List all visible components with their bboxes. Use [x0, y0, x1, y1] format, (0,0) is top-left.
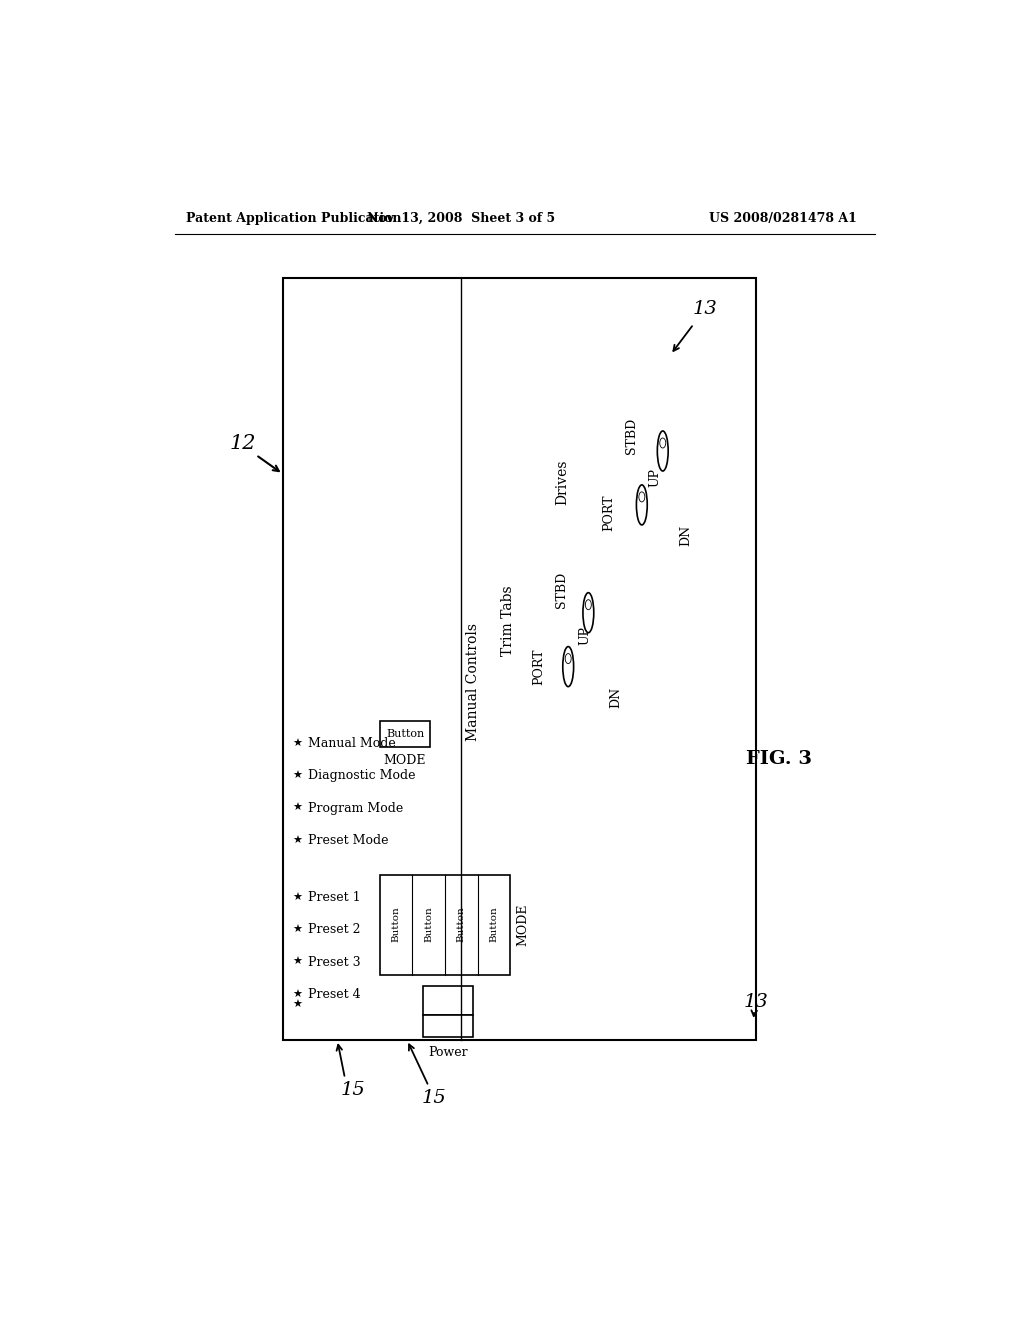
Text: US 2008/0281478 A1: US 2008/0281478 A1 — [710, 213, 857, 224]
Text: Nov. 13, 2008  Sheet 3 of 5: Nov. 13, 2008 Sheet 3 of 5 — [368, 213, 555, 224]
Text: ★: ★ — [292, 739, 302, 748]
Text: Preset 1: Preset 1 — [308, 891, 360, 904]
Text: Preset Mode: Preset Mode — [308, 834, 388, 847]
Text: 13: 13 — [693, 300, 718, 318]
Text: MODE: MODE — [516, 903, 529, 946]
Ellipse shape — [583, 593, 594, 632]
Text: Manual Controls: Manual Controls — [466, 623, 480, 741]
Ellipse shape — [636, 484, 647, 525]
Text: ★: ★ — [292, 836, 302, 846]
Text: Preset 2: Preset 2 — [308, 924, 360, 936]
Bar — [380, 721, 430, 747]
Text: Manual Mode: Manual Mode — [308, 737, 395, 750]
Text: MODE: MODE — [384, 754, 426, 767]
Bar — [423, 1015, 473, 1038]
Text: Preset 3: Preset 3 — [308, 956, 360, 969]
Text: Diagnostic Mode: Diagnostic Mode — [308, 770, 416, 783]
Text: ★: ★ — [292, 771, 302, 781]
Text: Preset 4: Preset 4 — [308, 989, 360, 1001]
Text: Trim Tabs: Trim Tabs — [501, 585, 515, 656]
Text: UP: UP — [648, 469, 662, 487]
Bar — [283, 277, 756, 1040]
Text: Program Mode: Program Mode — [308, 801, 403, 814]
Text: ★: ★ — [292, 925, 302, 935]
Text: 15: 15 — [340, 1081, 366, 1100]
Text: 15: 15 — [422, 1089, 446, 1106]
Bar — [380, 874, 510, 974]
Text: Power: Power — [428, 1045, 468, 1059]
Ellipse shape — [639, 492, 645, 502]
Text: ★: ★ — [292, 804, 302, 813]
Text: ★: ★ — [292, 957, 302, 968]
Ellipse shape — [657, 430, 669, 471]
Text: DN: DN — [609, 686, 623, 708]
Text: ★: ★ — [292, 990, 302, 999]
Ellipse shape — [659, 438, 666, 447]
Text: Patent Application Publication: Patent Application Publication — [186, 213, 401, 224]
Text: Button: Button — [386, 729, 424, 739]
Text: STBD: STBD — [555, 572, 568, 607]
Text: Button: Button — [489, 907, 499, 942]
Text: UP: UP — [579, 626, 592, 645]
Text: Drives: Drives — [555, 459, 569, 504]
Text: PORT: PORT — [602, 495, 615, 531]
Text: FIG. 3: FIG. 3 — [746, 750, 812, 768]
Text: 12: 12 — [229, 434, 256, 453]
Text: ★: ★ — [292, 1001, 302, 1010]
Text: 13: 13 — [743, 993, 768, 1011]
Ellipse shape — [563, 647, 573, 686]
Text: ★: ★ — [292, 892, 302, 903]
Ellipse shape — [586, 599, 591, 610]
Ellipse shape — [565, 653, 571, 664]
Text: DN: DN — [680, 525, 692, 546]
Text: Button: Button — [457, 907, 466, 942]
Text: Button: Button — [424, 907, 433, 942]
Text: PORT: PORT — [532, 648, 545, 685]
Bar — [423, 986, 473, 1015]
Text: STBD: STBD — [626, 417, 638, 454]
Text: Button: Button — [391, 907, 400, 942]
